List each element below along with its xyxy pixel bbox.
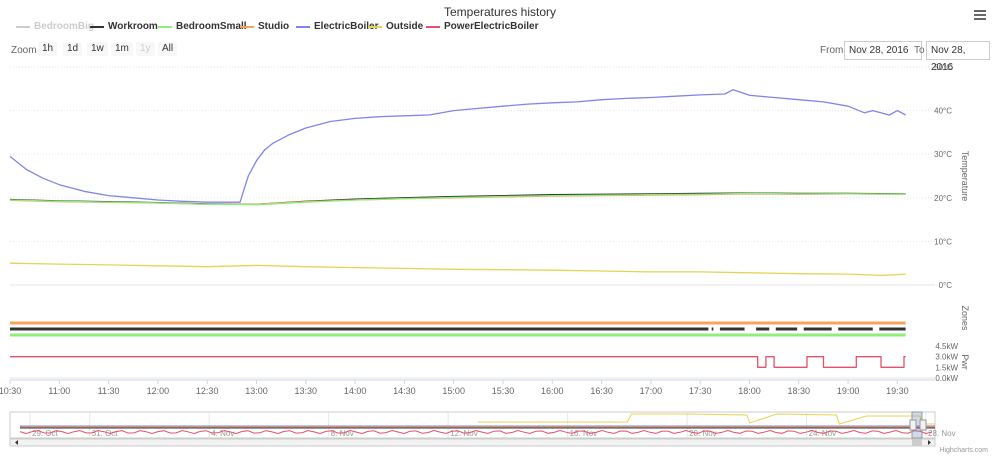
scroll-right-arrow-icon[interactable] <box>928 440 931 445</box>
power-axis-title: Pwr <box>960 354 970 370</box>
zoom-button-1d[interactable]: 1d <box>63 42 83 56</box>
from-date-input[interactable]: Nov 28, 2016 <box>844 41 922 60</box>
x-tick-label: 17:00 <box>640 386 663 396</box>
x-tick-label: 11:00 <box>48 386 70 396</box>
series-line-powerelectricboiler <box>10 356 906 368</box>
x-tick-label: 19:30 <box>886 386 909 396</box>
scrollbar-track <box>9 438 936 447</box>
from-label: From <box>820 45 844 56</box>
x-tick-label: 19:00 <box>837 386 860 396</box>
zoom-button-1w[interactable]: 1w <box>87 42 108 56</box>
zone-bar-studio <box>10 321 906 325</box>
zone-bar-workroom <box>719 327 745 331</box>
zone-bar-workroom <box>711 327 714 331</box>
zoom-button-1h[interactable]: 1h <box>38 42 58 56</box>
x-tick-label: 12:30 <box>196 386 219 396</box>
series-line-outside <box>9 262 906 277</box>
legend-label: PowerElectricBoiler <box>444 21 539 32</box>
legend-swatch <box>426 25 440 28</box>
credits-link[interactable]: Highcharts.com <box>939 447 988 454</box>
temperature-tick-label: 50°C <box>934 63 952 72</box>
zone-bar-bedroomsmall <box>10 333 906 337</box>
x-tick-label: 18:00 <box>738 386 761 396</box>
zone-bar-workroom <box>775 327 798 331</box>
to-date-input[interactable]: Nov 28, 2016 <box>926 41 990 73</box>
legend-item-bedroombig[interactable]: BedroomBig <box>16 21 94 32</box>
navigator-line-outside <box>478 413 935 425</box>
x-tick-label: 14:30 <box>393 386 416 396</box>
scrollbar-thumb <box>912 439 922 446</box>
legend-swatch <box>90 25 104 28</box>
x-tick-label: 16:00 <box>541 386 564 396</box>
x-tick-label: 13:30 <box>295 386 318 396</box>
zone-bar-workroom <box>803 327 832 331</box>
power-tick-label: 0.0kW <box>935 374 958 383</box>
series-line-bedroomsmall <box>9 192 906 206</box>
zoom-label: Zoom <box>11 45 37 56</box>
zone-bar-workroom <box>838 327 873 331</box>
navigator-handle-left <box>909 419 917 431</box>
zone-bar-workroom <box>756 327 770 331</box>
legend-label: Studio <box>258 21 290 32</box>
x-tick-label: 15:30 <box>492 386 515 396</box>
x-tick-label: 10:30 <box>0 386 21 396</box>
zones-axis-title: Zones <box>960 305 970 331</box>
x-tick-label: 11:30 <box>98 386 120 396</box>
navigator-label: 29. Oct <box>32 429 59 438</box>
scroll-left-arrow-icon[interactable] <box>15 440 18 445</box>
x-tick-label: 16:30 <box>590 386 613 396</box>
legend-label: BedroomBig <box>34 21 94 32</box>
navigator-label: 20. Nov <box>689 429 717 438</box>
temperature-tick-label: 20°C <box>934 194 952 203</box>
legend-label: ElectricBoiler <box>314 21 379 32</box>
legend-label: Workroom <box>108 21 158 32</box>
legend-item-bedroomsmall[interactable]: BedroomSmall <box>158 21 247 32</box>
zoom-button-1y: 1y <box>136 42 155 56</box>
navigator-label: 31. Oct <box>92 429 119 438</box>
x-tick-label: 13:00 <box>245 386 268 396</box>
x-tick-label: 17:30 <box>689 386 712 396</box>
x-tick-label: 14:00 <box>344 386 367 396</box>
legend-swatch <box>296 25 310 28</box>
legend-swatch <box>240 25 254 28</box>
navigator-handle-right <box>919 419 927 431</box>
temperature-tick-label: 40°C <box>934 107 952 116</box>
to-label: To <box>914 45 925 56</box>
navigator-label: 28. Nov <box>928 429 956 438</box>
x-tick-label: 15:00 <box>442 386 465 396</box>
temperature-tick-label: 0°C <box>939 281 953 290</box>
x-tick-label: 18:30 <box>788 386 811 396</box>
legend-swatch <box>16 25 30 28</box>
legend-swatch <box>368 25 382 28</box>
power-tick-label: 4.5kW <box>935 342 958 351</box>
legend-item-electricboiler[interactable]: ElectricBoiler <box>296 21 378 32</box>
series-line-electricboiler <box>9 89 906 203</box>
temperature-axis-title: Temperature <box>960 151 970 202</box>
menu-icon[interactable] <box>974 10 986 20</box>
zone-bar-workroom <box>10 327 709 331</box>
navigator-frame <box>9 411 936 439</box>
navigator-line-powerelectricboiler <box>19 429 933 435</box>
legend-item-studio[interactable]: Studio <box>240 21 289 32</box>
zoom-button-all[interactable]: All <box>158 42 178 56</box>
temperature-tick-label: 30°C <box>934 150 952 159</box>
legend-swatch <box>158 25 172 28</box>
legend-label: Outside <box>386 21 424 32</box>
x-tick-label: 12:00 <box>147 386 170 396</box>
temperature-tick-label: 10°C <box>934 237 952 246</box>
navigator-label: 4. Nov <box>211 429 234 438</box>
zoom-button-1m[interactable]: 1m <box>111 42 133 56</box>
zone-bar-workroom <box>879 327 906 331</box>
navigator-label: 16. Nov <box>570 429 598 438</box>
power-tick-label: 3.0kW <box>935 353 958 362</box>
power-tick-label: 1.5kW <box>935 363 958 372</box>
legend-item-powerelectricboiler[interactable]: PowerElectricBoiler <box>426 21 538 32</box>
chart-title: Temperatures history <box>443 5 557 19</box>
legend-label: BedroomSmall <box>176 21 247 32</box>
legend-item-outside[interactable]: Outside <box>368 21 423 32</box>
legend-item-workroom[interactable]: Workroom <box>90 21 158 32</box>
navigator-label: 8. Nov <box>331 429 354 438</box>
